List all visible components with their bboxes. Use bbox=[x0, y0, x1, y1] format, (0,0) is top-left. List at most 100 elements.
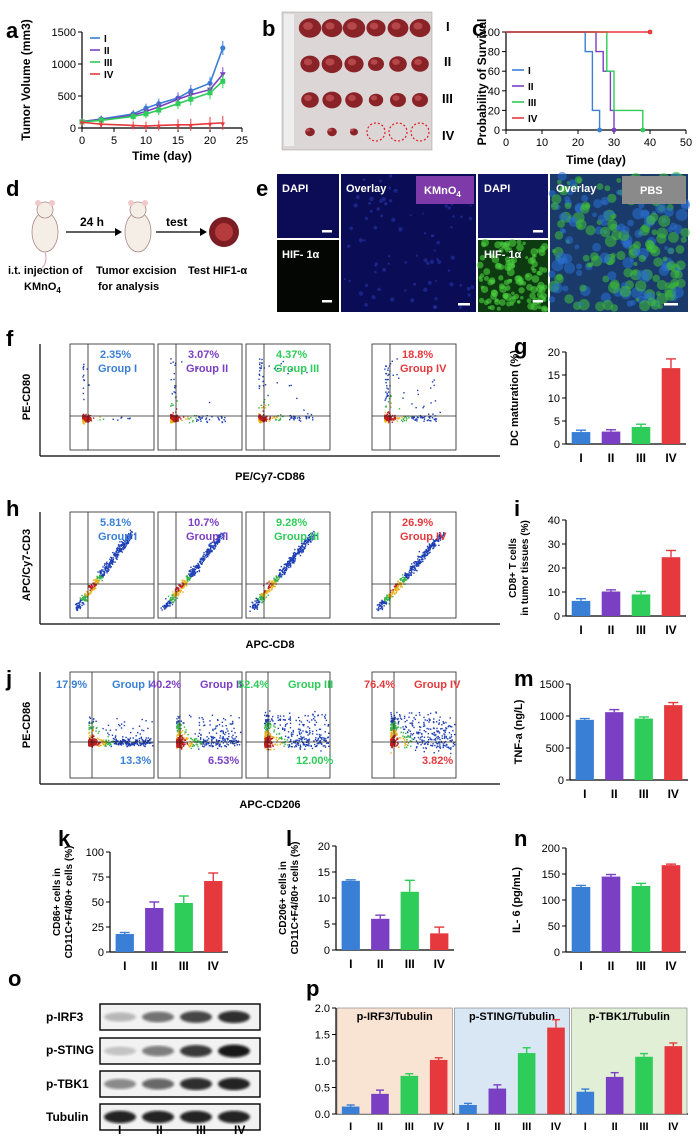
experiment-schematic: 24 h test i.t. injection of KMnO4 Tumor … bbox=[8, 200, 247, 295]
panel-label-d: d bbox=[6, 176, 19, 201]
a-point-2-4 bbox=[156, 107, 162, 113]
flow-j-group-name-2: Group III bbox=[288, 679, 333, 691]
a-xtick-label-4: 20 bbox=[204, 135, 216, 147]
e-overlay-label-1: Overlay bbox=[346, 183, 387, 195]
flow-j-group-name-0: Group I bbox=[112, 679, 151, 691]
c-xtick-label-3: 30 bbox=[608, 137, 620, 149]
kmno4-badge bbox=[416, 176, 474, 204]
i-category-2: III bbox=[636, 623, 646, 637]
flow-j-pct-br-0: 13.3% bbox=[120, 755, 151, 767]
flow-f-plot-0 bbox=[69, 343, 155, 451]
flow-h-pct-1: 10.7% bbox=[188, 517, 219, 529]
tumor-highlight-0-0 bbox=[303, 22, 313, 30]
p-category-1-3: IV bbox=[551, 1121, 562, 1133]
a-point-3-4: ▾ bbox=[157, 121, 162, 131]
step-test: test bbox=[166, 215, 187, 229]
a-ylabel: Tumor Volume (mm3) bbox=[19, 19, 33, 141]
a-xtick-label-1: 5 bbox=[111, 135, 117, 147]
b-row-label-2: II bbox=[444, 54, 451, 69]
c-legend-label-2: III bbox=[528, 98, 537, 109]
k-ytick-label-3: 75 bbox=[92, 872, 104, 884]
tumor-highlight-1-2 bbox=[347, 58, 357, 66]
c-end-point-3 bbox=[647, 29, 653, 35]
band-3-3 bbox=[218, 1110, 250, 1124]
l-category-2: III bbox=[405, 957, 415, 971]
flow-h-cd3-cd8: 5.81% Group I 10.7% Group II 9.28% Group III 2… bbox=[21, 511, 500, 651]
e-overlay-label-2: Overlay bbox=[556, 183, 597, 195]
l-category-0: I bbox=[349, 957, 352, 971]
c-ytick-label-5: 100 bbox=[482, 27, 500, 39]
k-ytick-label-0: 0 bbox=[98, 947, 104, 959]
c-xlabel: Time (day) bbox=[566, 153, 626, 167]
panel-label-j: j bbox=[5, 666, 12, 691]
c-end-point-2 bbox=[640, 127, 646, 133]
g-category-0: I bbox=[579, 451, 582, 465]
l-bar-2 bbox=[400, 891, 419, 950]
g-category-3: IV bbox=[665, 451, 676, 465]
a-xtick-label-3: 15 bbox=[172, 135, 184, 147]
b-row-label-4: IV bbox=[442, 128, 455, 143]
a-ytick-label-3: 1500 bbox=[52, 27, 76, 39]
flow-j-xlabel: APC-CD206 bbox=[239, 799, 300, 811]
tumor-highlight-1-3 bbox=[370, 59, 378, 65]
a-point-3-8: ▾ bbox=[221, 119, 226, 129]
g-bar-2 bbox=[631, 426, 651, 444]
l-bar-0 bbox=[341, 880, 360, 950]
flow-h-pct-0: 5.81% bbox=[100, 517, 131, 529]
band-0-1 bbox=[142, 1011, 174, 1023]
p-category-2-1: II bbox=[612, 1121, 618, 1133]
flow-j-pct-br-3: 3.82% bbox=[422, 755, 453, 767]
band-0-2 bbox=[180, 1011, 212, 1023]
flow-f-group-name-0: Group I bbox=[98, 363, 137, 375]
m-ylabel: TNF-a (ng/L) bbox=[513, 699, 525, 764]
mouse-icon-2 bbox=[124, 200, 152, 253]
flow-f-group-name-1: Group II bbox=[186, 363, 228, 375]
g-ytick-label-1: 5 bbox=[554, 416, 560, 428]
tumor-highlight-1-5 bbox=[414, 58, 422, 66]
dapi-pbs bbox=[478, 174, 548, 238]
e-pbs-label: PBS bbox=[640, 185, 663, 197]
flow-j-group-name-3: Group IV bbox=[414, 679, 461, 691]
i-ytick-label-2: 20 bbox=[548, 563, 560, 575]
p-category-1-0: I bbox=[466, 1121, 469, 1133]
l-category-1: II bbox=[377, 957, 384, 971]
e-kmno4-label: KMnO4 bbox=[424, 185, 461, 199]
c-legend-label-0: I bbox=[528, 66, 531, 77]
panel-label-h: h bbox=[6, 496, 19, 521]
i-ytick-label-3: 30 bbox=[548, 539, 560, 551]
flow-f-cd80-cd86: 2.35% Group I 3.07% Group II 4.37% Group III 1… bbox=[21, 343, 500, 483]
a-ytick-label-0: 0 bbox=[70, 123, 76, 135]
c-end-point-1 bbox=[611, 127, 617, 133]
c-series-line-2 bbox=[506, 31, 644, 130]
p-bar-0-3 bbox=[429, 1059, 448, 1114]
flow-h-group-name-1: Group II bbox=[186, 531, 228, 543]
n-bar-2 bbox=[631, 885, 651, 952]
k-ytick-label-4: 100 bbox=[86, 847, 104, 859]
m-ytick-label-2: 1000 bbox=[540, 711, 564, 723]
panel-label-i: i bbox=[514, 496, 520, 521]
m-category-0: I bbox=[583, 787, 586, 801]
c-xtick-label-2: 20 bbox=[572, 137, 584, 149]
g-bar-1 bbox=[601, 431, 621, 444]
band-3-0 bbox=[104, 1110, 136, 1124]
tumor-highlight-2-2 bbox=[348, 94, 356, 102]
p-group-title-2: p-TBK1/Tubulin bbox=[589, 1011, 670, 1023]
a-legend-label-1: II bbox=[104, 46, 110, 57]
panel-label-b: b bbox=[262, 16, 275, 41]
panel-label-f: f bbox=[6, 326, 14, 351]
k-category-0: I bbox=[123, 959, 126, 973]
l-ylabel-line2: CD11C+F4/80+ cells (%) bbox=[290, 842, 301, 955]
lane-label-4: IV bbox=[234, 1123, 245, 1136]
tumor-highlight-0-4 bbox=[391, 22, 401, 30]
a-ytick-label-1: 500 bbox=[58, 91, 76, 103]
p-bar-2-1 bbox=[605, 1076, 624, 1114]
g-ytick-label-4: 20 bbox=[548, 347, 560, 359]
i-bar-1 bbox=[601, 591, 621, 616]
m-ytick-label-0: 0 bbox=[558, 775, 564, 787]
p-category-1-1: II bbox=[494, 1121, 500, 1133]
caption-3: Test HIF1-α bbox=[188, 265, 247, 277]
blot-label-tubulin: Tubulin bbox=[46, 1110, 88, 1124]
